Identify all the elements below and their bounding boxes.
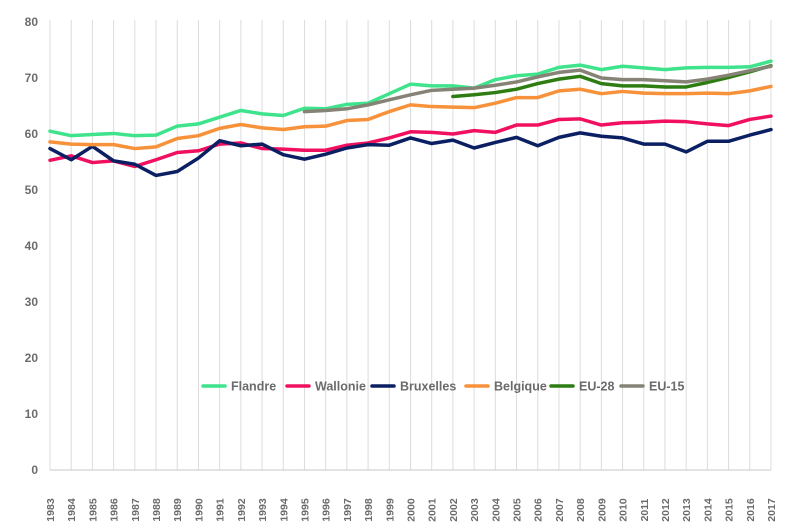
x-tick-label: 1988	[151, 498, 163, 522]
y-tick-label: 60	[25, 127, 39, 141]
x-tick-label: 2009	[596, 498, 608, 522]
y-axis-tick-labels: 0 10 20 30 40 50 60 70 80	[25, 15, 39, 477]
x-tick-label: 2012	[660, 498, 672, 522]
x-tick-label: 1994	[278, 498, 290, 522]
x-tick-label: 2000	[406, 498, 418, 522]
y-tick-label: 70	[25, 71, 39, 85]
x-tick-label: 1987	[130, 498, 142, 522]
y-tick-label: 40	[25, 239, 39, 253]
y-tick-label: 0	[31, 463, 38, 477]
x-tick-label: 1991	[215, 498, 227, 522]
x-tick-label: 2001	[427, 498, 439, 522]
x-tick-label: 2016	[745, 498, 757, 522]
vertical-gridlines	[49, 20, 772, 470]
x-tick-label: 2007	[554, 498, 566, 522]
legend-label: Bruxelles	[400, 380, 456, 394]
x-tick-label: 1997	[342, 498, 354, 522]
x-tick-label: 1998	[363, 498, 375, 522]
x-tick-label: 1986	[109, 498, 121, 522]
x-tick-label: 2015	[724, 498, 736, 522]
x-axis-tick-labels: 1983 1984 1985 1986 1987 1988 1989 1990 1991 1992…	[45, 498, 778, 522]
y-tick-label: 30	[25, 295, 39, 309]
legend-label: Belgique	[494, 380, 547, 394]
x-tick-label: 1992	[236, 498, 248, 522]
y-tick-label: 50	[25, 183, 39, 197]
x-tick-label: 1985	[87, 498, 99, 522]
x-tick-label: 1995	[299, 498, 311, 522]
series-line-bruxelles	[48, 127, 773, 178]
y-tick-label: 80	[25, 15, 39, 29]
y-tick-label: 10	[25, 407, 39, 421]
x-tick-label: 1996	[321, 498, 333, 522]
x-tick-label: 2017	[766, 498, 778, 522]
x-tick-label: 2004	[490, 498, 502, 522]
series-line-flandre	[48, 59, 773, 138]
legend-label: EU-28	[579, 380, 614, 394]
series-line-belgique	[48, 84, 773, 151]
x-tick-label: 2006	[533, 498, 545, 522]
x-tick-label: 2010	[618, 498, 630, 522]
x-tick-label: 2013	[681, 498, 693, 522]
x-tick-label: 1983	[45, 498, 57, 522]
x-tick-label: 2003	[469, 498, 481, 522]
x-tick-label: 1989	[172, 498, 184, 522]
x-tick-label: 2002	[448, 498, 460, 522]
series-lines	[48, 59, 773, 178]
x-tick-label: 2008	[575, 498, 587, 522]
x-tick-label: 2011	[639, 498, 651, 521]
x-tick-label: 2014	[702, 498, 714, 522]
series-line-eu-28	[451, 63, 773, 99]
x-tick-label: 1990	[193, 498, 205, 522]
legend: Flandre Wallonie Bruxelles Belgique EU-28 EU-…	[201, 380, 684, 394]
x-tick-label: 1999	[384, 498, 396, 522]
series-line-eu-15	[302, 64, 773, 114]
legend-label: Wallonie	[315, 380, 366, 394]
series-line-wallonie	[48, 114, 773, 169]
legend-label: Flandre	[231, 380, 276, 394]
y-tick-label: 20	[25, 351, 39, 365]
x-tick-label: 2005	[512, 498, 524, 522]
legend-label: EU-15	[649, 380, 684, 394]
x-tick-label: 1984	[66, 498, 78, 522]
x-tick-label: 1993	[257, 498, 269, 522]
